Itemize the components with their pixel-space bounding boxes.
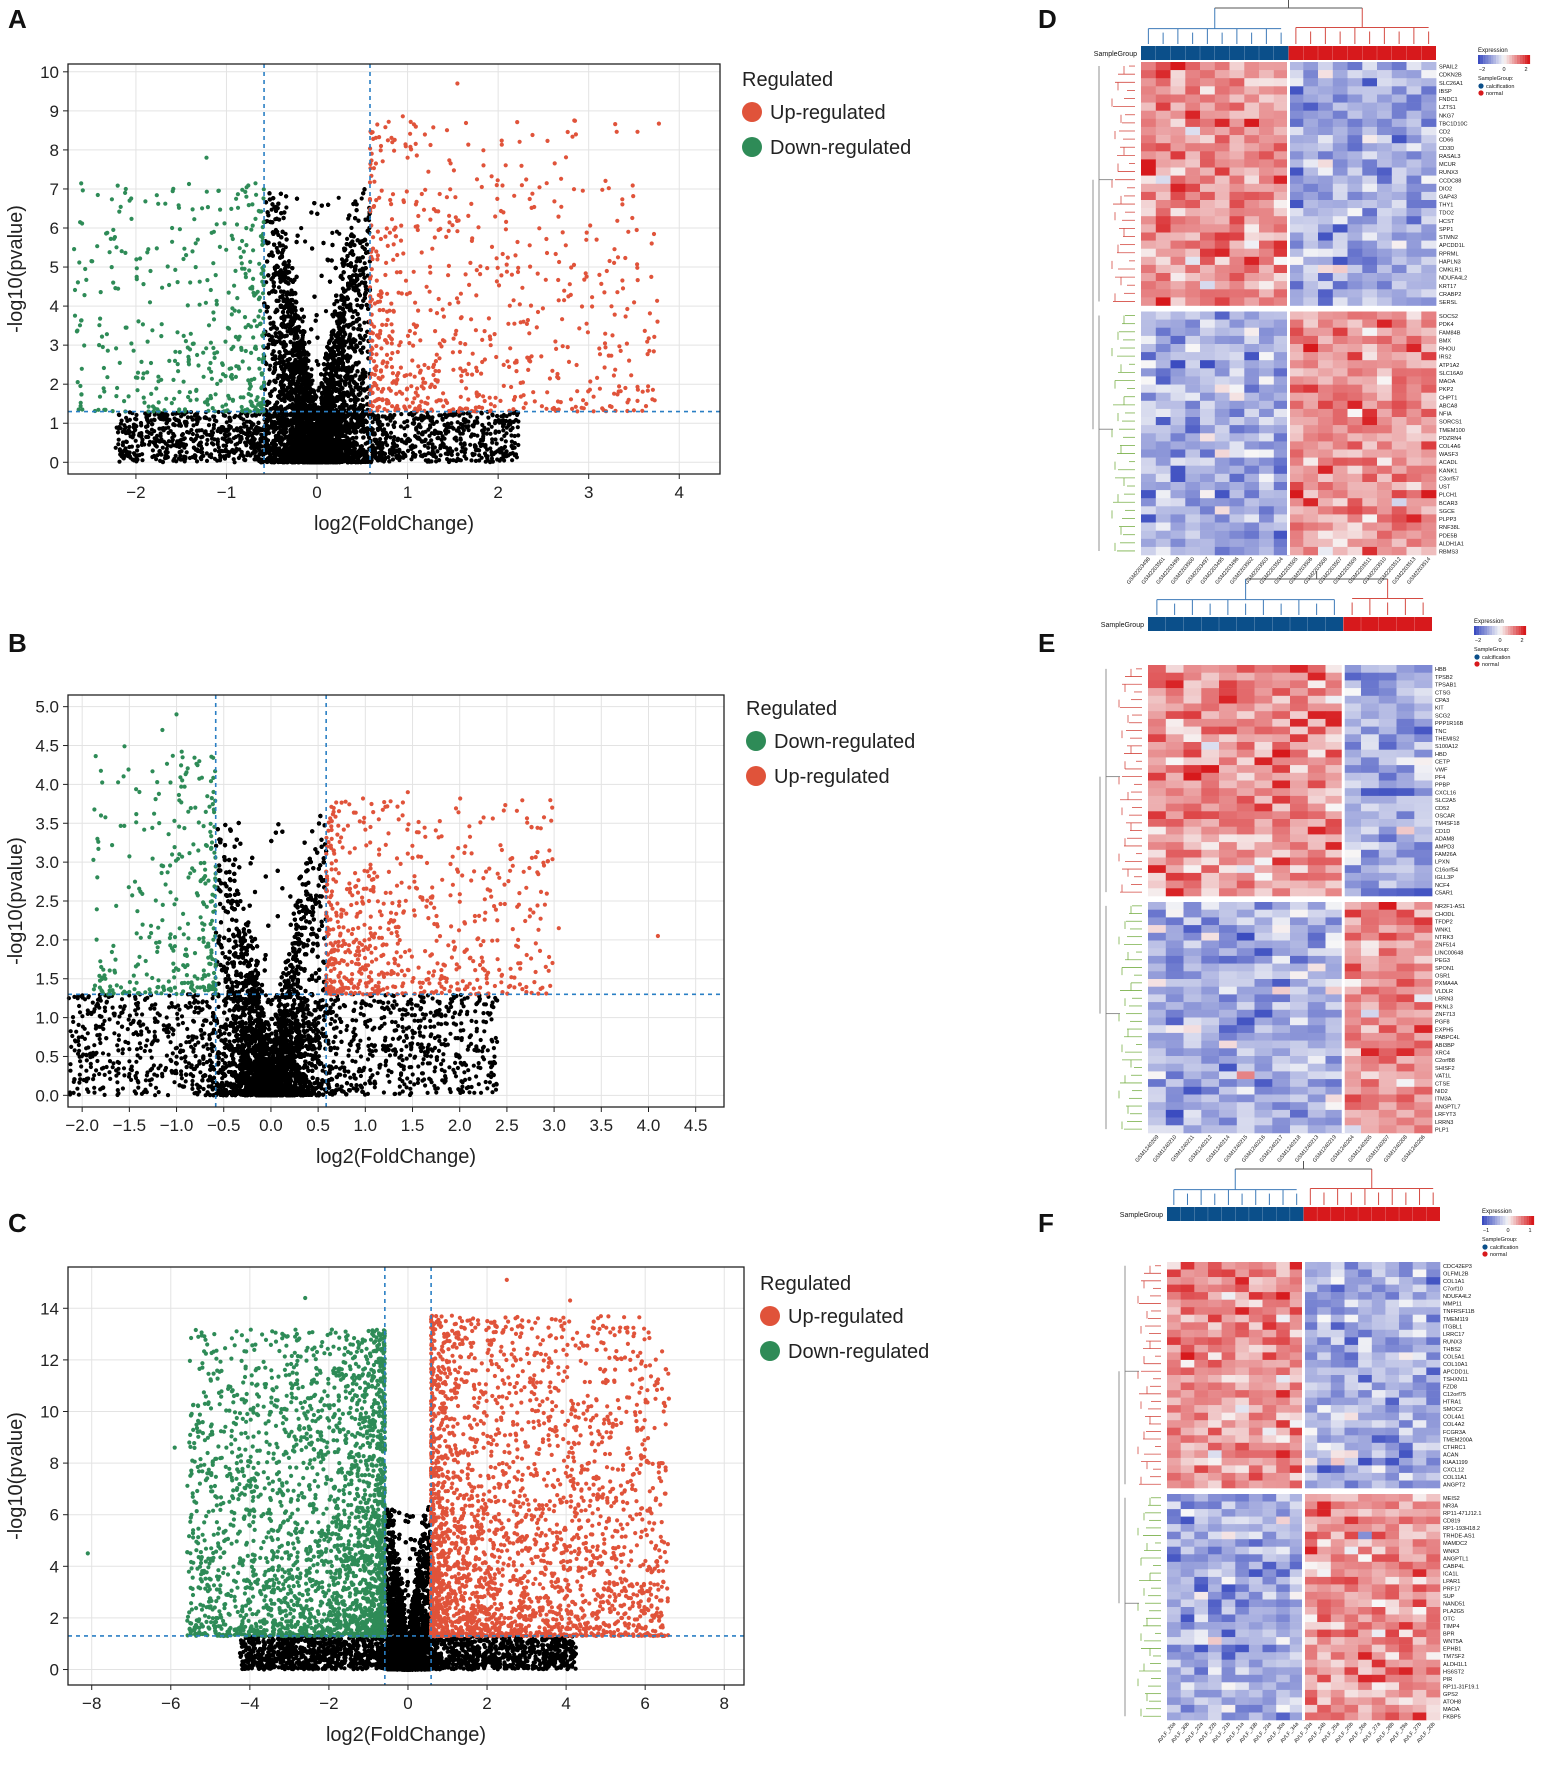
point-not-significant [277,285,281,289]
point-not-significant [365,242,369,246]
point-not-significant [330,231,334,235]
point-not-significant [335,230,339,234]
point-not-significant [284,205,288,209]
point-not-significant [361,436,365,440]
panel-letter-A: A [8,4,27,34]
panel-letter-C: C [8,1208,27,1238]
point-not-significant [363,261,367,265]
data-points [72,81,661,464]
point-not-significant [337,196,341,200]
point-not-significant [324,309,328,313]
point-not-significant [386,423,390,427]
point-not-significant [303,239,307,243]
panel-letter-B: B [8,628,27,658]
point-not-significant [268,367,272,371]
point-not-significant [362,321,366,325]
panel-letter-D: D [1038,4,1057,34]
point-not-significant [360,196,364,200]
point-not-significant [267,382,271,386]
point-not-significant [358,323,362,327]
point-not-significant [281,294,285,298]
point-not-significant [299,226,303,230]
volcano-plot-A: −2 −1 0 1 2 3 4012345678910log2(FoldChange)-lo… [5,63,911,535]
panel-letter-F: F [1038,1208,1054,1238]
panel-letter-E: E [1038,628,1055,658]
point-not-significant [354,259,358,263]
point-not-significant [268,364,272,368]
point-not-significant [345,237,349,241]
point-not-significant [277,241,281,245]
point-not-significant [310,367,314,371]
point-not-significant [349,226,353,230]
